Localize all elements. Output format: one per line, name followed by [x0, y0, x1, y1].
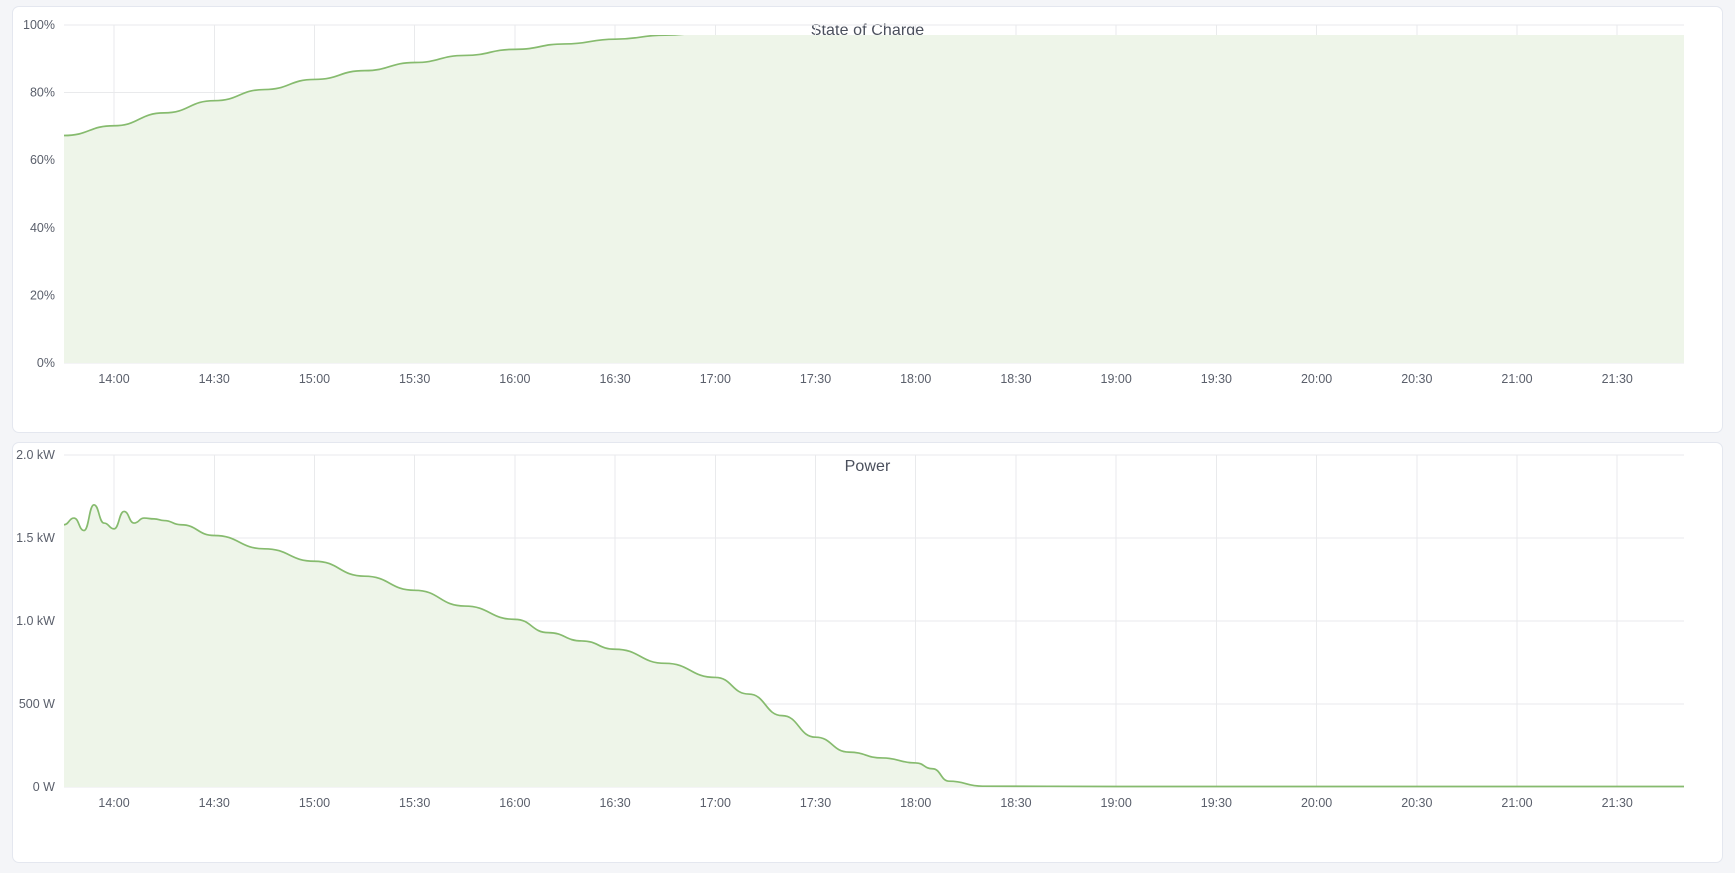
chart-state-of-charge[interactable]: 0% 20% 40% 60% 80% 100% 14:00 14:30 15:00 15:30 1… [13, 7, 1722, 432]
y-axis-labels-power: 0 W 500 W 1.0 kW 1.5 kW 2.0 kW [16, 448, 55, 794]
y-tick-soc-2: 40% [30, 221, 55, 235]
x-tick-soc-7: 17:30 [800, 372, 831, 386]
y-tick-soc-3: 60% [30, 153, 55, 167]
x-tick-power-5: 16:30 [599, 796, 630, 810]
y-tick-soc-1: 20% [30, 288, 55, 302]
x-axis-labels-soc: 14:00 14:30 15:00 15:30 16:00 16:30 17:00 17:30… [98, 372, 1632, 386]
y-tick-soc-0: 0% [37, 356, 55, 370]
y-tick-power-4: 2.0 kW [16, 448, 55, 462]
x-tick-soc-8: 18:00 [900, 372, 931, 386]
area-fill-power [63, 504, 1685, 787]
panel-title-power: Power [844, 458, 891, 475]
x-tick-soc-2: 15:00 [299, 372, 330, 386]
y-tick-soc-4: 80% [30, 86, 55, 100]
x-axis-labels-power: 14:00 14:30 15:00 15:30 16:00 16:30 17:00 17:30… [98, 796, 1632, 810]
x-tick-soc-1: 14:30 [199, 372, 230, 386]
y-axis-labels-soc: 0% 20% 40% 60% 80% 100% [23, 18, 55, 370]
x-tick-power-12: 20:00 [1301, 796, 1332, 810]
x-tick-soc-4: 16:00 [499, 372, 530, 386]
x-tick-power-7: 17:30 [800, 796, 831, 810]
x-tick-power-2: 15:00 [299, 796, 330, 810]
x-tick-soc-14: 21:00 [1501, 372, 1532, 386]
x-tick-power-11: 19:30 [1201, 796, 1232, 810]
panel-state-of-charge[interactable]: State of Charge 0% 20% 40% 60% 80% 100% 14:00… [12, 6, 1723, 433]
x-tick-soc-9: 18:30 [1000, 372, 1031, 386]
x-tick-power-14: 21:00 [1501, 796, 1532, 810]
x-tick-power-9: 18:30 [1000, 796, 1031, 810]
chart-power[interactable]: 0 W 500 W 1.0 kW 1.5 kW 2.0 kW 14:00 14:30 15:… [13, 443, 1722, 862]
x-tick-power-8: 18:00 [900, 796, 931, 810]
y-tick-power-3: 1.5 kW [16, 531, 55, 545]
x-tick-power-6: 17:00 [700, 796, 731, 810]
x-tick-power-13: 20:30 [1401, 796, 1432, 810]
x-tick-soc-15: 21:30 [1602, 372, 1633, 386]
y-tick-power-2: 1.0 kW [16, 614, 55, 628]
y-tick-power-1: 500 W [19, 697, 55, 711]
x-tick-power-3: 15:30 [399, 796, 430, 810]
x-tick-soc-13: 20:30 [1401, 372, 1432, 386]
series-line-soc [63, 35, 685, 137]
x-tick-power-0: 14:00 [98, 796, 129, 810]
x-tick-soc-5: 16:30 [599, 372, 630, 386]
area-fill-soc [63, 35, 1685, 363]
chart-svg-power: 0 W 500 W 1.0 kW 1.5 kW 2.0 kW 14:00 14:30 15:… [16, 448, 1685, 810]
chart-svg-state-of-charge: 0%20%40%60%80%100% 14:00 14:30 15:00 15:30 1… [23, 18, 1685, 386]
x-tick-soc-3: 15:30 [399, 372, 430, 386]
x-tick-power-1: 14:30 [199, 796, 230, 810]
x-tick-soc-0: 14:00 [98, 372, 129, 386]
panel-title-state-of-charge: State of Charge [810, 22, 925, 39]
series-line-power [63, 503, 1685, 788]
x-tick-soc-12: 20:00 [1301, 372, 1332, 386]
x-tick-soc-11: 19:30 [1201, 372, 1232, 386]
x-tick-soc-10: 19:00 [1101, 372, 1132, 386]
panel-power[interactable]: Power 0 W 500 W 1.0 kW 1.5 kW 2.0 kW 14:00 14… [12, 442, 1723, 863]
x-tick-power-15: 21:30 [1602, 796, 1633, 810]
x-tick-power-10: 19:00 [1101, 796, 1132, 810]
y-tick-soc-5: 100% [23, 18, 55, 32]
x-tick-power-4: 16:00 [499, 796, 530, 810]
y-tick-power-0: 0 W [33, 780, 55, 794]
x-tick-soc-6: 17:00 [700, 372, 731, 386]
